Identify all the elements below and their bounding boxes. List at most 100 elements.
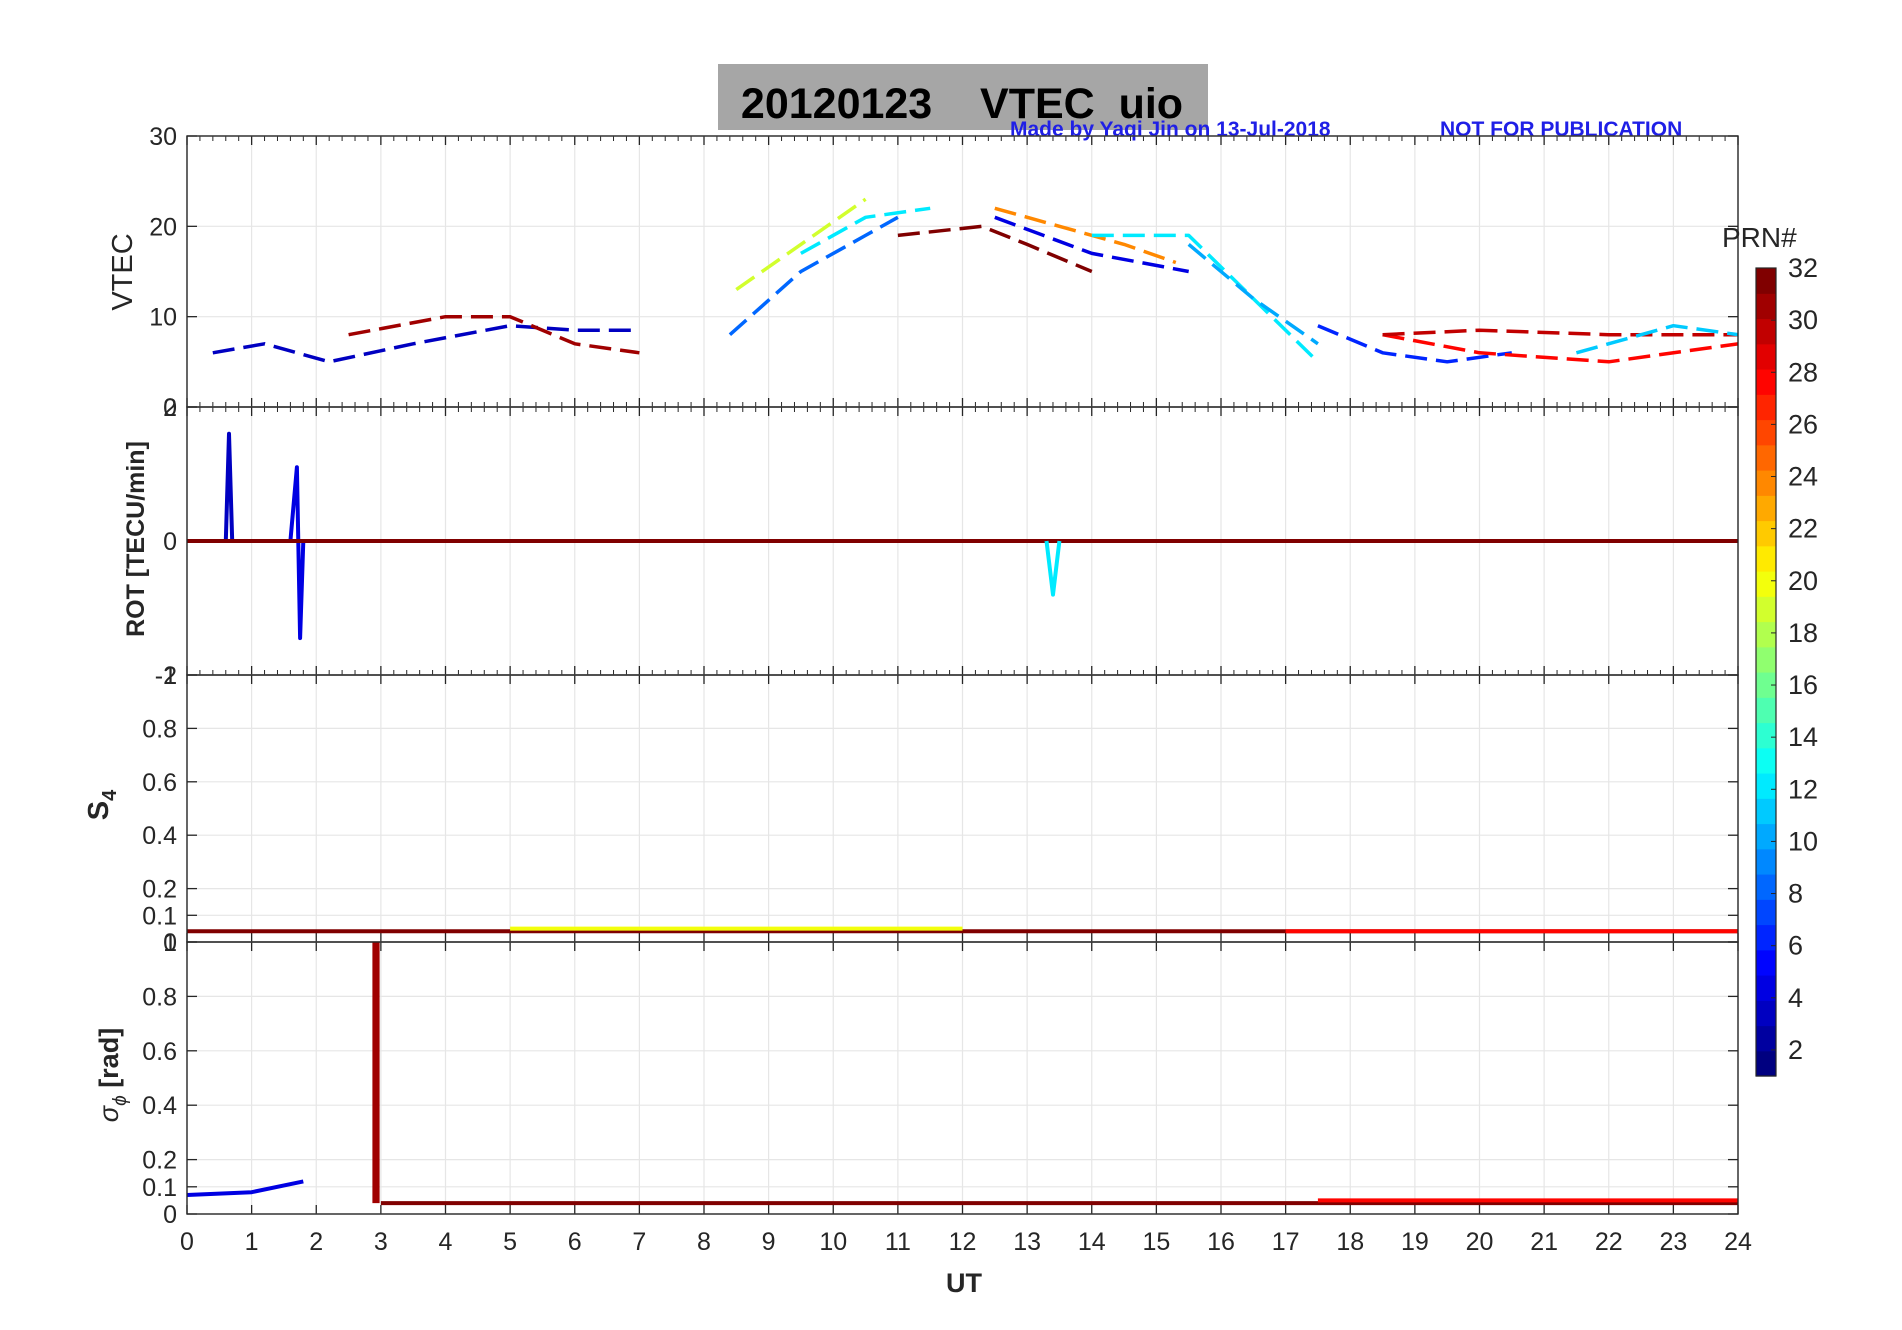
figure-title: 20120123 VTEC uio <box>741 80 1183 128</box>
colorbar-swatch <box>1756 1025 1776 1052</box>
colorbar-tick-label: 6 <box>1788 931 1803 961</box>
vtec-series-prn-3 <box>212 323 640 364</box>
x-tick-label: 12 <box>949 1228 977 1256</box>
colorbar-tick-label: 28 <box>1788 357 1818 387</box>
colorbar-swatch <box>1756 798 1776 825</box>
rot-series-prn-3 <box>223 431 235 542</box>
x-tick-label: 14 <box>1078 1228 1106 1256</box>
x-tick-label: 15 <box>1142 1228 1170 1256</box>
x-tick-label: 0 <box>180 1228 194 1256</box>
rot-ytick-label: 2 <box>163 394 177 422</box>
vtec-series-prn-30 <box>1382 328 1738 337</box>
x-tick-label: 5 <box>503 1228 517 1256</box>
colorbar-swatch <box>1756 924 1776 951</box>
vtec-series-prn-11 <box>1575 323 1738 355</box>
vtec-ytick-label: 20 <box>149 213 177 241</box>
sigma_phi-ytick-label: 0.6 <box>142 1038 177 1066</box>
colorbar-tick-label: 26 <box>1788 409 1818 439</box>
colorbar-frame <box>1755 267 1777 1077</box>
s4-ytick-label: 0.4 <box>142 822 177 850</box>
s4-ytick-label: 0.6 <box>142 769 177 797</box>
colorbar-tick-label: 16 <box>1788 670 1818 700</box>
vtec-panel: 0 10 20 30 <box>149 123 1739 422</box>
x-tick-label: 20 <box>1466 1228 1494 1256</box>
vtec-series-prn-12 <box>1091 233 1320 364</box>
sigma_phi-ytick-label: 0.4 <box>142 1092 177 1120</box>
s4-ytick-label: 0.1 <box>142 902 177 930</box>
title-background <box>718 64 1208 130</box>
sigma_phi-series-prn-31 <box>372 942 380 1204</box>
x-tick-label: 18 <box>1336 1228 1364 1256</box>
colorbar-swatch <box>1756 369 1776 395</box>
x-tick-label: 2 <box>309 1228 323 1256</box>
x-tick-label: 3 <box>374 1228 388 1256</box>
colorbar-swatch <box>1756 874 1776 900</box>
x-tick-label: 9 <box>762 1228 776 1256</box>
colorbar-tick-label: 24 <box>1788 462 1818 492</box>
x-tick-label: 16 <box>1207 1228 1235 1256</box>
colorbar-swatch <box>1756 899 1776 926</box>
vtec-series-prn-10 <box>1187 243 1319 346</box>
colorbar-swatch <box>1756 1000 1776 1027</box>
x-tick-label: 8 <box>697 1228 711 1256</box>
rot-ytick-label: -2 <box>155 662 177 690</box>
sigma_phi-ytick-label: 0.1 <box>142 1174 177 1202</box>
s4-ytick-label: 1 <box>163 662 177 690</box>
colorbar-label: PRN# <box>1722 222 1797 253</box>
colorbar-swatch <box>1756 621 1776 648</box>
vtec-ytick-label: 0 <box>163 394 177 422</box>
colorbar-tick-label: 30 <box>1788 305 1818 335</box>
colorbar-tick-label: 4 <box>1788 983 1803 1013</box>
vtec-series-prn-19 <box>735 197 867 292</box>
rot-series-prn-12 <box>1044 540 1062 597</box>
colorbar-tick-label: 14 <box>1788 722 1818 752</box>
s4-panel: 00.10.2 0.4 0.6 0.8 1 <box>142 662 1739 957</box>
sigma_phi-ytick-label: 1 <box>163 929 177 957</box>
colorbar-swatch <box>1756 747 1776 774</box>
colorbar-swatch <box>1756 444 1776 471</box>
rot-panel: -202 <box>155 394 1739 690</box>
colorbar-tick-label: 32 <box>1788 253 1818 283</box>
sigma_phi-ytick-label: 0.8 <box>142 983 177 1011</box>
colorbar-swatch <box>1756 823 1776 850</box>
colorbar-swatch <box>1756 470 1776 496</box>
vtec-ytick-label: 30 <box>149 123 177 151</box>
not-for-publication-text: NOT FOR PUBLICATION <box>1440 118 1682 141</box>
vtec-series-prn-4 <box>994 215 1190 274</box>
vtec-series-prn-24 <box>994 206 1177 265</box>
colorbar-swatch <box>1756 495 1776 522</box>
colorbar-swatch <box>1756 672 1776 698</box>
colorbar-swatch <box>1756 596 1776 623</box>
s4-ytick-label: 0 <box>163 929 177 957</box>
colorbar-swatch <box>1756 949 1776 976</box>
sigma-phi-ylabel: σϕ [rad] <box>94 1028 131 1122</box>
sigma_phi-series-prn-4 <box>187 1179 304 1197</box>
colorbar-swatch <box>1756 722 1776 749</box>
vtec-series-prn-6 <box>1317 324 1513 364</box>
colorbar-swatch <box>1756 773 1776 799</box>
vtec-ytick-label: 10 <box>149 304 177 332</box>
colorbar-tick-label: 12 <box>1788 774 1818 804</box>
sigma_phi-ytick-label: 0 <box>163 1201 177 1229</box>
vtec-series-prn-32 <box>897 224 1093 274</box>
rot-ytick-label: 0 <box>163 528 177 556</box>
x-tick-label: 4 <box>439 1228 453 1256</box>
x-tick-label: 23 <box>1659 1228 1687 1256</box>
vtec-series-prn-28 <box>1382 332 1738 364</box>
colorbar-tick-label: 20 <box>1788 566 1818 596</box>
s4-ytick-label: 0.2 <box>142 876 177 904</box>
credit-text: Made by Yaqi Jin on 13-Jul-2018 <box>1010 118 1331 141</box>
s4-ytick-label: 0.8 <box>142 715 177 743</box>
colorbar-tick-label: 22 <box>1788 514 1818 544</box>
colorbar-swatch <box>1756 318 1776 345</box>
colorbar-swatch <box>1756 343 1776 370</box>
x-tick-label: 6 <box>568 1228 582 1256</box>
x-tick-label: 24 <box>1724 1228 1752 1256</box>
vtec-ylabel: VTEC <box>107 233 139 310</box>
rot-series-prn-4 <box>288 465 306 641</box>
colorbar-swatch <box>1756 293 1776 320</box>
colorbar-swatch <box>1756 419 1776 446</box>
x-tick-label: 7 <box>632 1228 646 1256</box>
